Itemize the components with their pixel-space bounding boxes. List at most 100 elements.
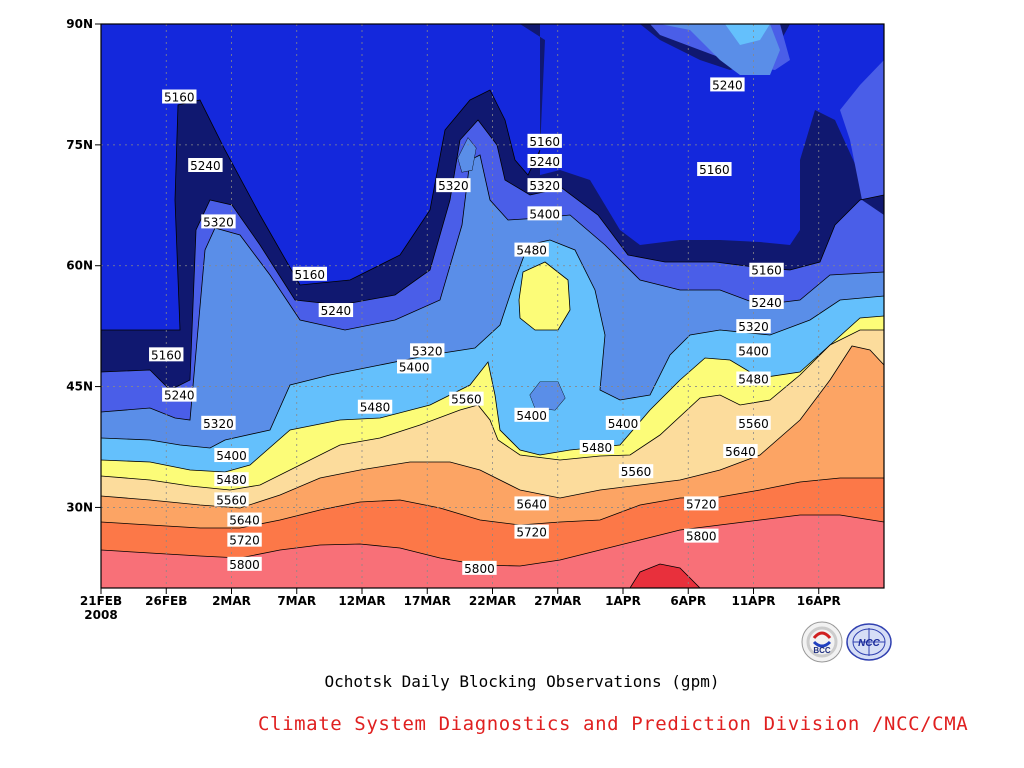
contour-label-bg (227, 532, 262, 547)
contour-label: 5160 (292, 266, 327, 282)
contour-label-text: 5480 (360, 401, 391, 415)
contour-label: 5400 (514, 407, 549, 423)
contour-label-bg (149, 347, 184, 362)
ncc-logo: NCC (846, 623, 892, 661)
contour-label-text: 5320 (529, 179, 560, 193)
contour-label-bg (410, 343, 445, 358)
contour-label-bg (449, 391, 484, 406)
contour-label-bg (710, 77, 745, 92)
x-tick-label: 22MAR (469, 594, 516, 608)
contour-label: 5240 (527, 153, 562, 169)
x-tick-label: 17MAR (404, 594, 451, 608)
x-tick-label: 16APR (797, 594, 841, 608)
contour-label-bg (514, 407, 549, 422)
contour-label-bg (514, 496, 549, 511)
fill-above-5880 (630, 564, 700, 588)
contour-label: 5320 (436, 178, 471, 193)
contour-label-bg (227, 556, 262, 571)
contour-label: 5160 (697, 162, 732, 177)
contour-line (518, 261, 571, 331)
contour-label-bg (527, 153, 562, 168)
contour-label: 5240 (188, 158, 223, 173)
contour-label: 5800 (684, 528, 719, 544)
contour-label: 5400 (527, 206, 562, 221)
x-tick-label: 21FEB (80, 594, 122, 608)
y-tick-label: 45N (66, 380, 93, 394)
contour-label-text: 5400 (399, 360, 430, 374)
contour-label-text: 5480 (216, 473, 247, 487)
contour-label-text: 5160 (151, 348, 182, 362)
contour-label: 5320 (201, 415, 236, 431)
contour-label-text: 5480 (738, 373, 769, 387)
contour-label: 5480 (514, 242, 549, 258)
contour-label-bg (462, 560, 497, 575)
contour-label-bg (527, 178, 562, 193)
contour-label-text: 5800 (464, 562, 495, 576)
contour-label-text: 5320 (203, 417, 234, 431)
contour-label-text: 5720 (686, 497, 717, 511)
contour-label-text: 5640 (516, 497, 547, 511)
contour-label-bg (618, 464, 654, 479)
contour-label-text: 5400 (516, 409, 547, 423)
contour-label-text: 5400 (608, 417, 639, 431)
contour-label-text: 5480 (516, 244, 547, 258)
contour-label-text: 5400 (216, 449, 247, 463)
contour-label: 5160 (149, 347, 184, 362)
contour-label-bg (723, 444, 758, 459)
contour-line (101, 477, 884, 529)
x-tick-label: 12MAR (338, 594, 385, 608)
contour-label-text: 5240 (321, 304, 352, 318)
contour-label-text: 5640 (229, 514, 260, 528)
contour-label: 5400 (736, 343, 771, 358)
bcc-logo-text: BCC (813, 646, 831, 655)
contour-label: 5720 (227, 532, 262, 548)
contour-label-text: 5800 (686, 530, 717, 544)
contour-label-text: 5240 (712, 78, 743, 92)
x-tick-label: 27MAR (534, 594, 581, 608)
contour-label: 5160 (527, 133, 562, 149)
contour-label: 5480 (357, 399, 393, 415)
fill-blob-5320-top (458, 138, 476, 172)
contour-label: 5480 (736, 371, 771, 387)
contour-label-text: 5720 (229, 534, 260, 548)
contour-label-bg (436, 178, 471, 193)
contour-label-text: 5560 (621, 465, 652, 479)
contour-label-text: 5560 (738, 417, 769, 431)
contour-label: 5560 (618, 464, 654, 479)
x-tick-label: 26FEB (145, 594, 187, 608)
contour-label: 5800 (462, 560, 497, 576)
contour-label: 5800 (227, 556, 262, 572)
contour-label-bg (397, 359, 432, 374)
x-tick-label: 2MAR (212, 594, 251, 608)
ncc-logo-text: NCC (858, 638, 880, 649)
contour-label-bg (527, 206, 562, 221)
contour-lines (101, 89, 884, 588)
x-tick-label: 11APR (731, 594, 775, 608)
fill-above-5880-right (760, 560, 884, 588)
contour-label: 5640 (514, 496, 549, 511)
contour-label-bg (318, 303, 354, 318)
y-tick-label: 75N (66, 138, 93, 152)
x-tick-label: 6APR (670, 594, 706, 608)
contour-label: 5240 (749, 294, 784, 310)
contour-label-text: 5240 (164, 389, 195, 403)
contour-label-bg (214, 472, 249, 487)
x-tick-label: 1APR (605, 594, 641, 608)
contour-label-text: 5320 (203, 215, 234, 229)
contour-label: 5160 (162, 89, 197, 105)
contour-label-text: 5240 (751, 296, 782, 310)
fill-blob-5400 (530, 382, 565, 410)
contour-label: 5640 (723, 444, 758, 459)
contour-label-bg (697, 162, 732, 177)
contour-label-bg (188, 158, 223, 172)
contour-label-bg (227, 512, 262, 527)
contour-label-bg (736, 319, 771, 334)
contour-label: 5480 (214, 472, 249, 487)
contour-labels: 5160 5240 5320 5160 5240 5320 5400 5480 5560 5320… (149, 77, 784, 576)
credit-line: Climate System Diagnostics and Predictio… (258, 713, 969, 735)
contour-label-bg (527, 133, 562, 148)
contour-label-bg (357, 399, 393, 414)
contour-label-bg (201, 214, 236, 229)
contour-label: 5240 (710, 77, 745, 92)
